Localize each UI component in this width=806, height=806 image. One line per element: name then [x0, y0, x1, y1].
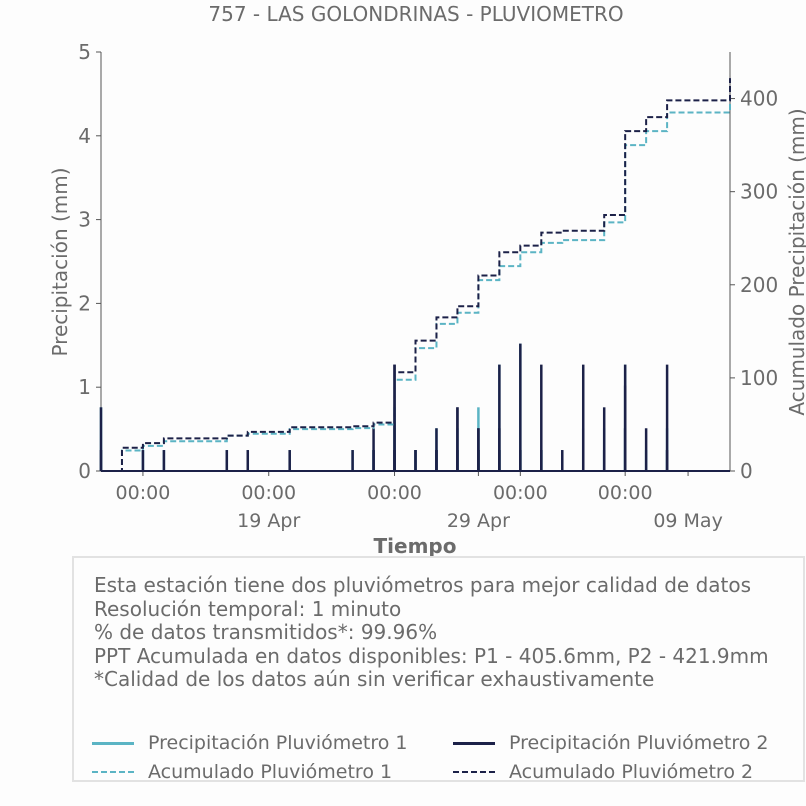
y-axis-label: Precipitación (mm): [48, 167, 72, 356]
plot-area: 0 1 2 3 4 5 0 100 200 300 400 00:00 00:00 19 Apr 00:00…: [78, 40, 778, 532]
legend-item-precip-p1: Precipitación Pluviómetro 1: [92, 732, 408, 754]
legend-item-acum-p1: Acumulado Pluviómetro 1: [92, 761, 392, 783]
info-box: Esta estación tiene dos pluviómetros par…: [72, 556, 805, 783]
y-tick-label: 1: [78, 375, 91, 399]
legend-label: Acumulado Pluviómetro 1: [148, 761, 393, 783]
info-line: Resolución temporal: 1 minuto: [94, 596, 402, 621]
x-tick-label: 00:00: [241, 482, 296, 504]
x-tick-sublabel: 19 Apr: [237, 510, 300, 532]
chart-title: 757 - LAS GOLONDRINAS - PLUVIOMETRO: [208, 2, 623, 26]
x-tick-label: 00:00: [367, 482, 422, 504]
cumulative-line: [101, 78, 731, 472]
y2-tick-label: 200: [740, 273, 778, 297]
x-tick-sublabel: 09 May: [653, 510, 723, 532]
legend-item-precip-p2: Precipitación Pluviómetro 2: [453, 732, 769, 754]
x-axis-label: Tiempo: [374, 534, 457, 558]
y-tick-label: 3: [78, 208, 91, 232]
y2-tick-label: 0: [740, 459, 753, 483]
y-tick-label: 2: [78, 291, 91, 315]
legend-item-acum-p2: Acumulado Pluviómetro 2: [453, 761, 753, 783]
info-line: *Calidad de los datos aún sin verificar …: [94, 667, 655, 691]
legend-line-solid-icon: [92, 741, 134, 745]
x-tick-label: 00:00: [116, 482, 171, 504]
legend-label: Acumulado Pluviómetro 2: [509, 761, 754, 783]
info-line: PPT Acumulada en datos disponibles: P1 -…: [94, 643, 769, 668]
chart: 757 - LAS GOLONDRINAS - PLUVIOMETRO 0 1 2 3…: [48, 2, 806, 558]
legend-line-dashed-icon: [92, 771, 134, 773]
y2-axis-label: Acumulado Precipitación (mm): [785, 108, 806, 415]
x-tick-label: 00:00: [493, 482, 548, 504]
x-tick-label: 00:00: [598, 482, 653, 504]
y-tick-label: 4: [78, 124, 91, 148]
info-line: % de datos transmitidos*: 99.96%: [94, 620, 438, 644]
cumulative-line: [101, 93, 731, 472]
y2-tick-label: 400: [740, 87, 778, 111]
x-tick-sublabel: 29 Apr: [447, 510, 510, 532]
legend-label: Precipitación Pluviómetro 2: [509, 732, 769, 754]
legend-line-dashed-icon: [453, 771, 495, 773]
info-text: Esta estación tiene dos pluviómetros par…: [94, 573, 769, 692]
y2-tick-label: 100: [740, 366, 778, 390]
y-tick-label: 5: [78, 40, 91, 64]
info-line: Esta estación tiene dos pluviómetros par…: [94, 573, 752, 597]
y-tick-label: 0: [78, 459, 91, 483]
legend-label: Precipitación Pluviómetro 1: [148, 732, 408, 754]
y2-tick-label: 300: [740, 180, 778, 204]
legend-line-solid-icon: [453, 741, 495, 745]
